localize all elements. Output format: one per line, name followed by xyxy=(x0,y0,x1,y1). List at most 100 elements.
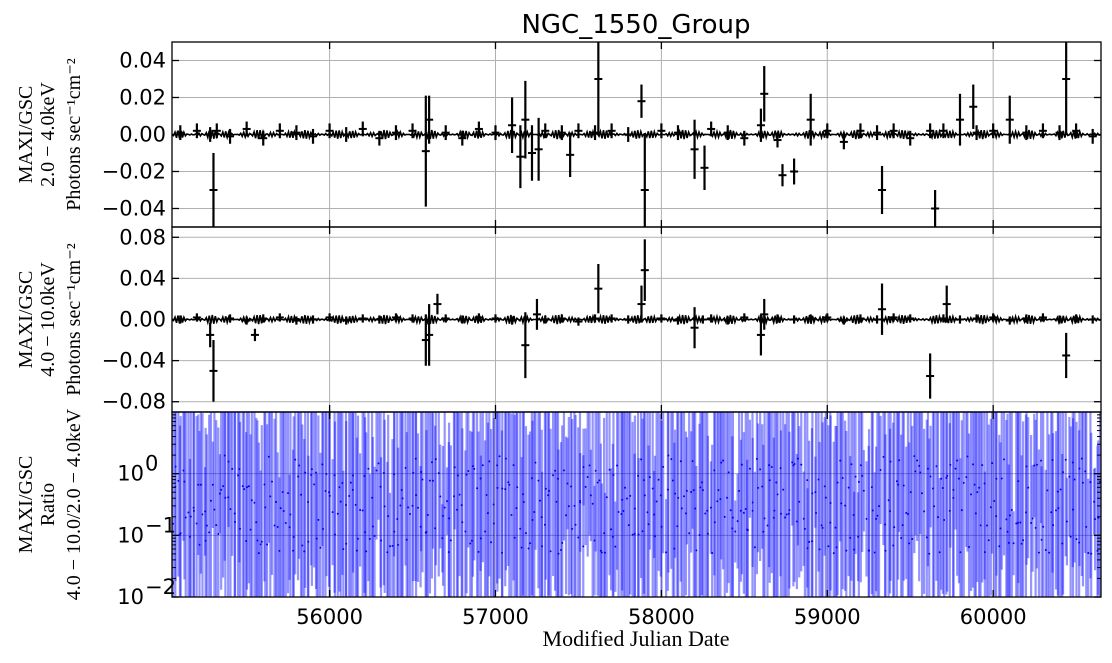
ratio-point xyxy=(598,479,601,482)
ratio-point xyxy=(738,489,741,492)
x-tick-label: 57000 xyxy=(462,605,529,629)
ratio-point xyxy=(746,529,749,532)
ratio-point xyxy=(614,545,617,548)
ratio-point xyxy=(439,495,442,498)
ratio-point xyxy=(655,500,658,503)
ratio-point xyxy=(1084,470,1087,473)
ratio-point xyxy=(692,489,695,492)
y-axis-label-line: 4.0 − 10.0/2.0 − 4.0keV xyxy=(63,408,85,600)
ratio-point xyxy=(510,514,513,517)
y-tick-label: 10 xyxy=(117,523,144,547)
ratio-point xyxy=(431,479,434,482)
ratio-point xyxy=(379,485,382,488)
ratio-point xyxy=(307,540,310,543)
y-tick-label: 0.00 xyxy=(119,123,166,147)
ratio-point xyxy=(270,480,273,483)
y-axis-label-line: MAXI/GSC xyxy=(15,456,37,554)
ratio-point xyxy=(660,525,663,528)
ratio-point xyxy=(911,537,914,540)
ratio-point xyxy=(469,542,472,545)
ratio-point xyxy=(762,530,765,533)
ratio-point xyxy=(393,473,396,476)
ratio-point xyxy=(898,459,901,462)
ratio-point xyxy=(818,548,821,551)
ratio-point xyxy=(773,509,776,512)
ratio-point xyxy=(257,552,260,555)
ratio-point xyxy=(941,487,944,490)
ratio-point xyxy=(367,467,370,470)
ratio-point xyxy=(188,535,191,538)
ratio-point xyxy=(460,504,463,507)
ratio-point xyxy=(1030,522,1033,525)
ratio-point xyxy=(901,524,904,527)
ratio-point xyxy=(220,488,223,491)
ratio-point xyxy=(204,539,207,542)
ratio-point xyxy=(355,549,358,552)
ratio-point xyxy=(562,469,565,472)
y-tick-label: −0.04 xyxy=(102,349,166,373)
ratio-point xyxy=(677,496,680,499)
ratio-point xyxy=(541,545,544,548)
ratio-point xyxy=(611,535,614,538)
ratio-point xyxy=(1031,517,1034,520)
ratio-point xyxy=(791,461,794,464)
ratio-point xyxy=(249,528,252,531)
ratio-point xyxy=(177,479,180,482)
ratio-point xyxy=(352,474,355,477)
ratio-point xyxy=(520,546,523,549)
ratio-point xyxy=(344,504,347,507)
ratio-point xyxy=(616,464,619,467)
ratio-point xyxy=(793,463,796,466)
ratio-point xyxy=(811,492,814,495)
ratio-point xyxy=(284,521,287,524)
ratio-point xyxy=(919,471,922,474)
ratio-point xyxy=(306,500,309,503)
ratio-point xyxy=(695,549,698,552)
ratio-point xyxy=(691,460,694,463)
ratio-point xyxy=(1075,538,1078,541)
ratio-point xyxy=(935,465,938,468)
ratio-point xyxy=(266,543,269,546)
ratio-point xyxy=(547,494,550,497)
ratio-point xyxy=(567,505,570,508)
ratio-point xyxy=(292,549,295,552)
ratio-point xyxy=(458,493,461,496)
ratio-point xyxy=(300,493,303,496)
ratio-point xyxy=(464,530,467,533)
ratio-point xyxy=(237,474,240,477)
ratio-point xyxy=(310,473,313,476)
ratio-point xyxy=(574,523,577,526)
ratio-point xyxy=(577,536,580,539)
ratio-point xyxy=(549,550,552,553)
ratio-point xyxy=(643,494,646,497)
ratio-point xyxy=(328,494,331,497)
ratio-point xyxy=(731,516,734,519)
ratio-point xyxy=(962,481,965,484)
ratio-point xyxy=(434,458,437,461)
ratio-point xyxy=(841,476,844,479)
ratio-point xyxy=(547,489,550,492)
ratio-point xyxy=(648,476,651,479)
ratio-point xyxy=(292,535,295,538)
ratio-point xyxy=(229,508,232,511)
ratio-point xyxy=(978,486,981,489)
ratio-point xyxy=(839,459,842,462)
ratio-point xyxy=(1024,511,1027,514)
ratio-point xyxy=(802,517,805,520)
ratio-point xyxy=(647,523,650,526)
ratio-point xyxy=(617,511,620,514)
ratio-point xyxy=(979,524,982,527)
ratio-point xyxy=(744,508,747,511)
ratio-point xyxy=(178,533,181,536)
ratio-point xyxy=(623,486,626,489)
ratio-point xyxy=(820,524,823,527)
y-axis-label-line: MAXI/GSC xyxy=(15,271,37,369)
ratio-point xyxy=(508,483,511,486)
ratio-point xyxy=(1056,490,1059,493)
ratio-point xyxy=(375,469,378,472)
ratio-point xyxy=(943,519,946,522)
ratio-point xyxy=(1094,518,1097,521)
ratio-point xyxy=(862,489,865,492)
ratio-point xyxy=(211,483,214,486)
